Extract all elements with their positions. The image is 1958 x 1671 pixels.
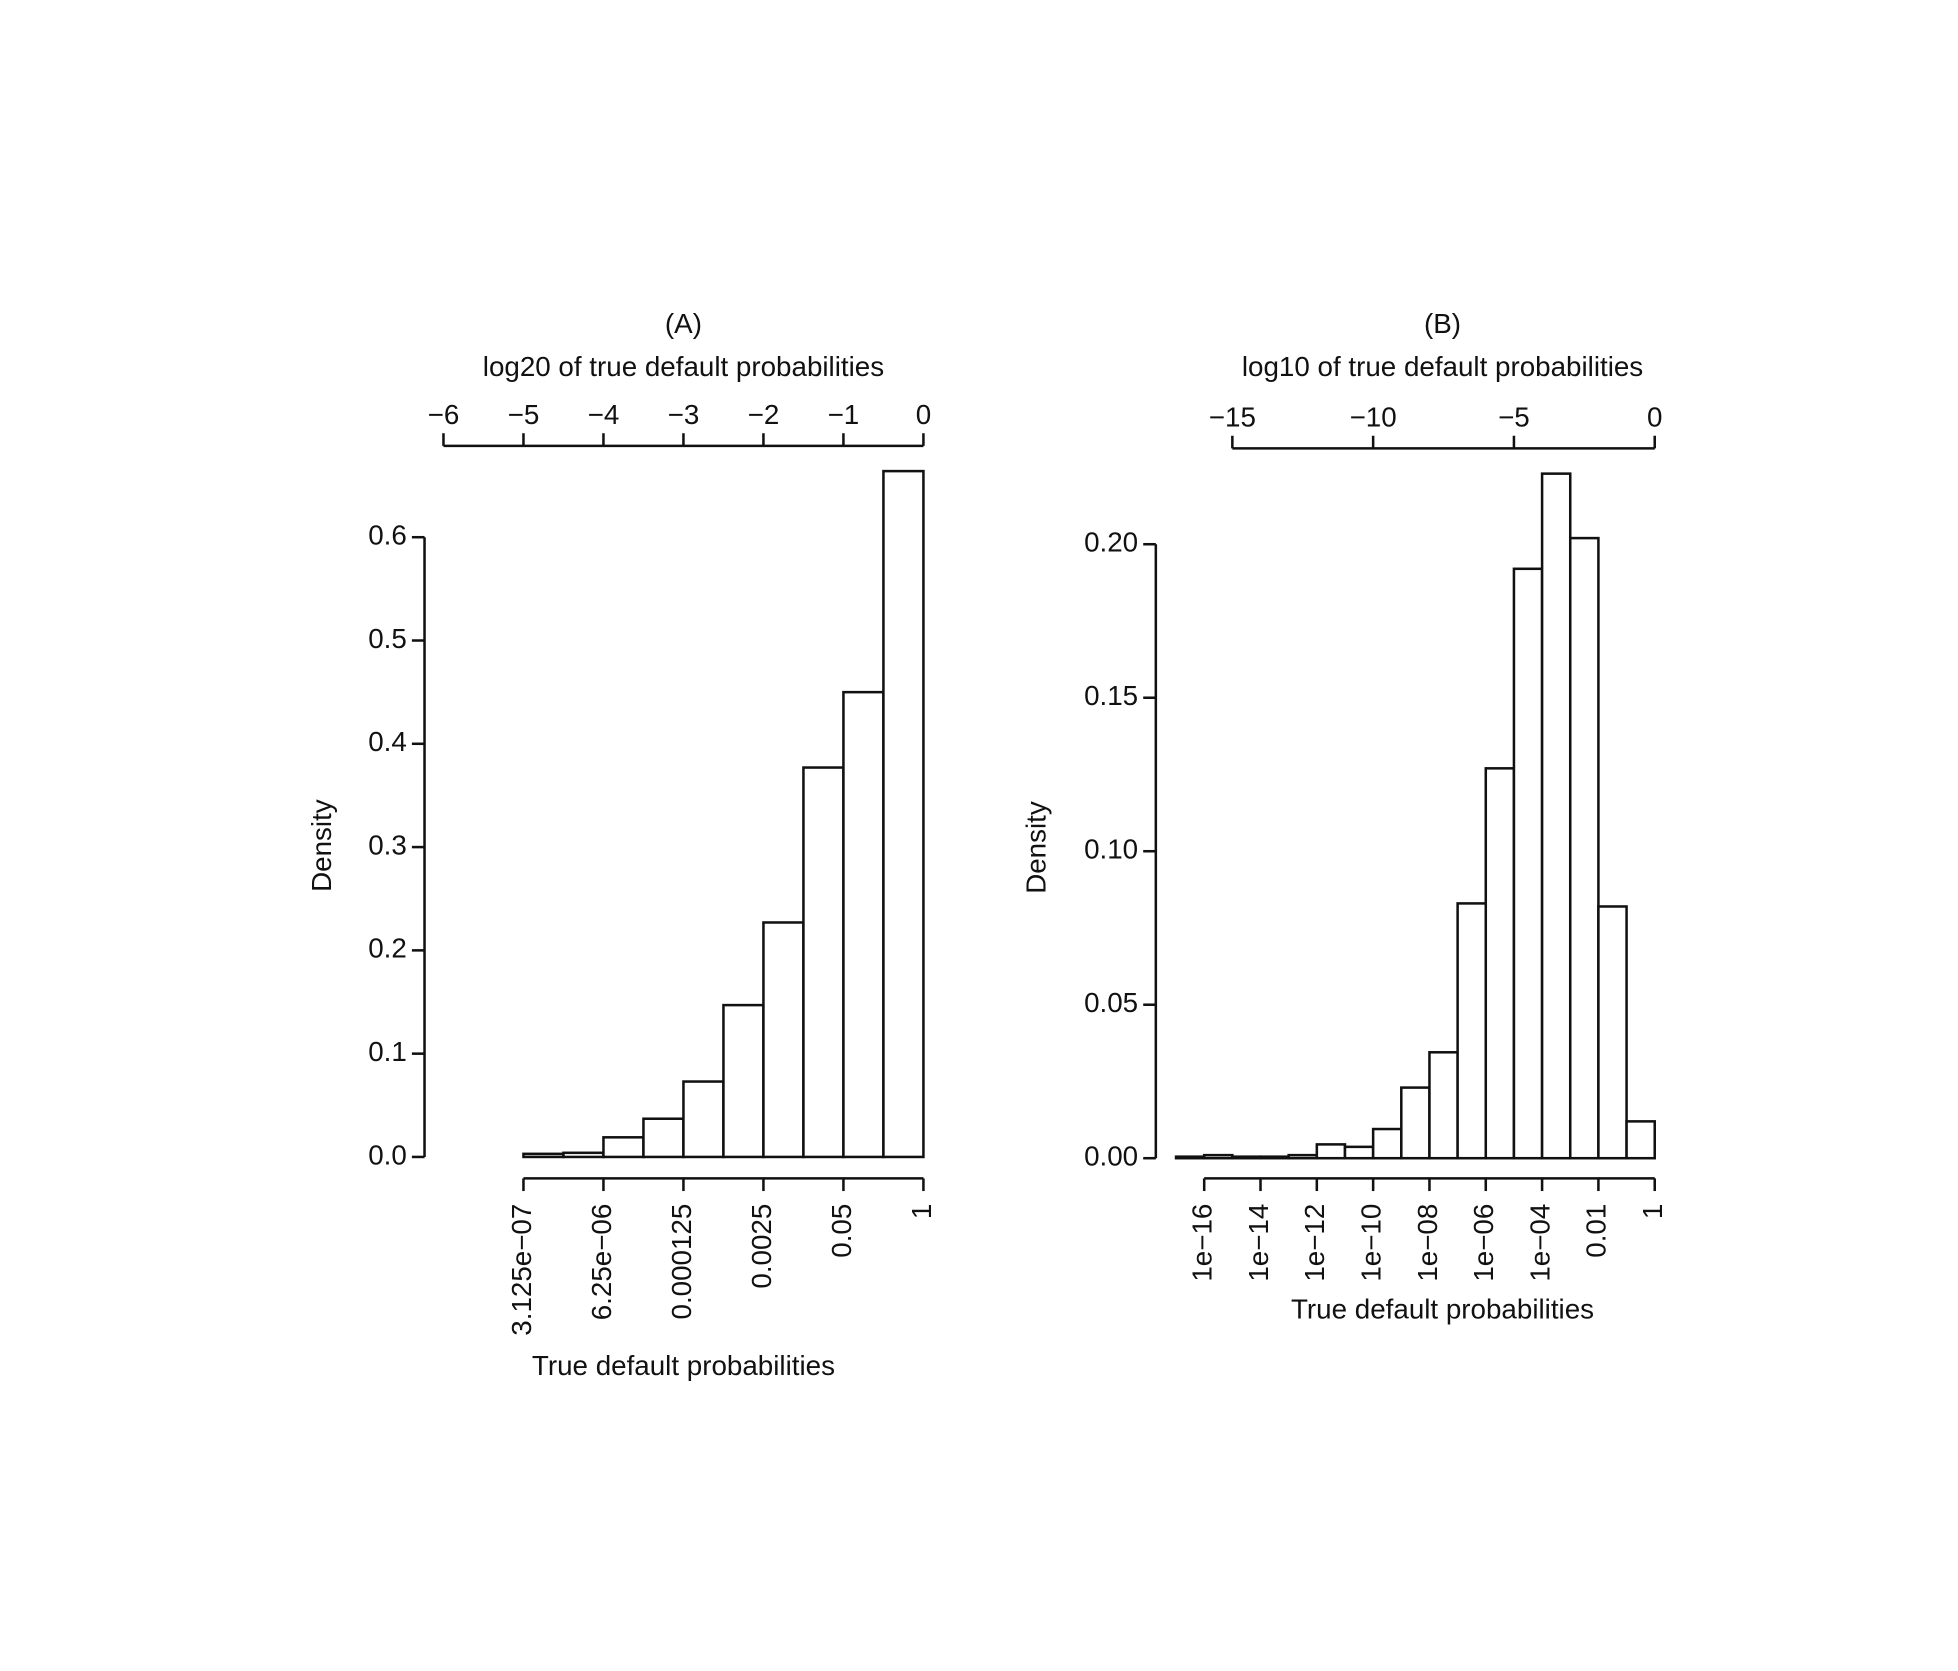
x-tick-label: 1e−10 bbox=[1355, 1204, 1386, 1282]
bar bbox=[1625, 1120, 1656, 1160]
bar bbox=[562, 1151, 605, 1159]
y-axis-label: Density bbox=[1021, 801, 1052, 894]
x-axis-label: True default probabilities bbox=[1291, 1293, 1594, 1324]
y-tick-label: 0.1 bbox=[368, 1036, 407, 1067]
x-tick-label: 0.01 bbox=[1581, 1204, 1612, 1258]
chart-title: (A) bbox=[665, 308, 702, 339]
bar bbox=[642, 1117, 685, 1159]
x-tick-label: 1e−08 bbox=[1412, 1204, 1443, 1282]
bar bbox=[1231, 1155, 1262, 1160]
y-tick-label: 0.15 bbox=[1084, 680, 1138, 711]
x-tick-label: 1e−16 bbox=[1187, 1204, 1218, 1282]
x2-tick-label: −4 bbox=[588, 399, 620, 430]
y-tick-label: 0.20 bbox=[1084, 527, 1138, 558]
x2-tick-label: −5 bbox=[1498, 402, 1530, 433]
x-tick-label: 3.125e−07 bbox=[506, 1204, 537, 1336]
bar bbox=[1400, 1086, 1431, 1160]
x-tick-label: 1e−14 bbox=[1243, 1204, 1274, 1282]
x2-tick-label: −6 bbox=[428, 399, 460, 430]
y-tick-label: 0.6 bbox=[368, 520, 407, 551]
x2-tick-label: −15 bbox=[1209, 402, 1256, 433]
y-tick-label: 0.5 bbox=[368, 623, 407, 654]
x2-tick-label: −1 bbox=[828, 399, 860, 430]
bar bbox=[1456, 902, 1488, 1160]
bar bbox=[602, 1136, 645, 1159]
x-tick-label: 6.25e−06 bbox=[586, 1204, 617, 1321]
x2-axis-label: log10 of true default probabilities bbox=[1242, 351, 1643, 382]
bar bbox=[522, 1152, 565, 1159]
x-tick-label: 1e−04 bbox=[1524, 1204, 1555, 1282]
y-tick-label: 0.4 bbox=[368, 726, 407, 757]
x2-axis-label: log20 of true default probabilities bbox=[483, 351, 884, 382]
bar bbox=[1174, 1155, 1206, 1160]
x-tick-label: 0.000125 bbox=[666, 1204, 697, 1320]
bar bbox=[1287, 1153, 1319, 1160]
bar bbox=[1484, 767, 1516, 1160]
bar bbox=[1512, 567, 1544, 1160]
bar bbox=[762, 921, 805, 1159]
x-axis-label: True default probabilities bbox=[532, 1350, 835, 1381]
x2-tick-label: −3 bbox=[668, 399, 700, 430]
y-tick-label: 0.05 bbox=[1084, 987, 1138, 1018]
x-tick-label: 1e−12 bbox=[1299, 1204, 1330, 1282]
x2-tick-label: −5 bbox=[508, 399, 540, 430]
x2-tick-label: 0 bbox=[1647, 402, 1662, 433]
bar bbox=[722, 1003, 765, 1159]
bar bbox=[882, 469, 925, 1159]
bar bbox=[1428, 1051, 1459, 1160]
bar bbox=[1343, 1145, 1375, 1160]
bar bbox=[1259, 1155, 1290, 1160]
y-tick-label: 0.00 bbox=[1084, 1141, 1138, 1172]
bar bbox=[1371, 1127, 1403, 1160]
chart-title: (B) bbox=[1424, 308, 1461, 339]
y-tick-label: 0.10 bbox=[1084, 834, 1138, 865]
bar bbox=[682, 1080, 725, 1159]
x-tick-label: 1 bbox=[906, 1204, 937, 1219]
bar bbox=[802, 766, 845, 1159]
x-tick-label: 1e−06 bbox=[1468, 1204, 1499, 1282]
x-tick-label: 0.05 bbox=[826, 1204, 857, 1258]
bar bbox=[1597, 905, 1628, 1160]
bar bbox=[1202, 1153, 1234, 1160]
x-tick-label: 1 bbox=[1637, 1204, 1668, 1219]
bar bbox=[1315, 1143, 1347, 1160]
bar bbox=[1568, 536, 1600, 1160]
bar bbox=[842, 690, 885, 1159]
bar bbox=[1540, 472, 1572, 1160]
x-tick-label: 0.0025 bbox=[746, 1204, 777, 1289]
y-tick-label: 0.3 bbox=[368, 829, 407, 860]
y-axis-label: Density bbox=[306, 799, 337, 892]
y-tick-label: 0.0 bbox=[368, 1139, 407, 1170]
x2-tick-label: 0 bbox=[916, 399, 931, 430]
x2-tick-label: −2 bbox=[748, 399, 780, 430]
y-tick-label: 0.2 bbox=[368, 933, 407, 964]
x2-tick-label: −10 bbox=[1350, 402, 1397, 433]
